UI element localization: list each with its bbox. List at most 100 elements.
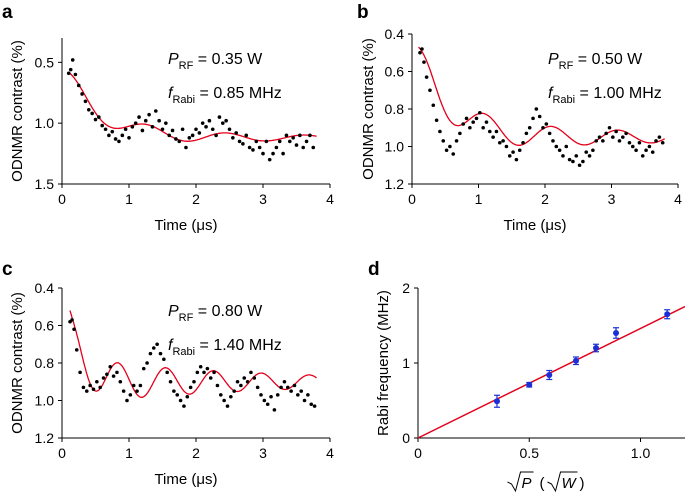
y-tick-label: 1.0	[35, 393, 55, 409]
x-tick-label: 2	[541, 191, 549, 207]
data-point	[593, 345, 599, 351]
data-point	[269, 394, 273, 399]
data-point	[279, 385, 283, 390]
data-point	[208, 376, 213, 380]
x-axis-label: P (W)	[507, 471, 585, 493]
data-point	[123, 127, 128, 132]
panel-label: d	[368, 259, 380, 280]
data-point	[454, 139, 459, 143]
data-point	[284, 133, 289, 138]
data-point	[227, 127, 232, 132]
x-tick-label: 1.0	[631, 445, 651, 461]
y-tick-label: 0.4	[385, 26, 405, 42]
data-point	[311, 145, 316, 150]
data-point	[254, 139, 259, 144]
data-point	[497, 140, 502, 145]
data-point	[292, 383, 297, 388]
panel-d: d 0 0.5 1.0 0 1 2 Rabi frequency (MHz) P (W)	[368, 259, 685, 493]
y-tick-label: 0.8	[385, 101, 405, 117]
data-point	[180, 127, 185, 132]
data-point	[110, 129, 115, 134]
x-label-paren-open: (	[540, 475, 545, 492]
data-point	[188, 385, 193, 390]
x-tick-label: 0	[414, 445, 422, 461]
data-point	[84, 389, 89, 393]
data-point	[491, 135, 495, 139]
data-point	[304, 139, 309, 144]
data-point	[158, 351, 163, 356]
y-axis-label: ODNMR contrast (%)	[9, 292, 26, 434]
data-point	[81, 385, 86, 390]
data-point	[187, 135, 192, 140]
data-point	[177, 139, 182, 144]
data-point	[591, 148, 595, 153]
data-point	[587, 154, 592, 158]
data-point	[182, 404, 186, 408]
data-point	[170, 128, 175, 133]
data-point	[224, 118, 228, 123]
data-point	[298, 133, 302, 138]
data-point	[561, 154, 565, 158]
fit-line	[417, 305, 685, 439]
data-point	[265, 402, 270, 407]
data-point	[478, 110, 482, 115]
data-point	[438, 129, 442, 134]
data-point	[68, 67, 73, 72]
data-point	[640, 154, 645, 158]
data-point	[131, 383, 136, 388]
data-point	[261, 151, 265, 156]
x-tick-label: 0	[58, 445, 66, 461]
data-point	[255, 385, 260, 390]
data-point	[160, 127, 165, 132]
data-point	[474, 116, 479, 121]
data-point	[229, 394, 233, 399]
data-point	[275, 393, 280, 397]
data-point	[217, 115, 222, 119]
data-point	[162, 357, 166, 362]
data-point	[221, 121, 225, 125]
data-point	[195, 370, 200, 375]
data-point	[88, 383, 92, 388]
data-point	[288, 139, 292, 144]
data-point	[244, 133, 249, 138]
x-tick-label: 0.5	[520, 445, 540, 461]
data-point	[664, 311, 671, 318]
data-point	[70, 58, 75, 62]
data-point	[494, 129, 499, 134]
data-point	[531, 116, 535, 121]
data-point	[554, 144, 559, 149]
x-tick-label: 1	[125, 445, 133, 461]
data-point	[135, 389, 139, 393]
data-point	[422, 60, 426, 64]
data-point	[150, 125, 155, 129]
data-point	[448, 144, 452, 149]
data-point	[451, 152, 456, 156]
data-point	[231, 135, 235, 140]
data-point	[192, 379, 196, 384]
data-point	[145, 361, 149, 365]
y-tick-label: 0.8	[35, 355, 55, 371]
data-point	[272, 408, 277, 412]
data-point	[165, 370, 169, 375]
annotation-rabi: fRabi = 0.85 MHz	[168, 85, 282, 106]
data-point	[100, 123, 104, 128]
data-point	[155, 342, 159, 347]
data-point	[291, 135, 295, 140]
annotation-power: PRF = 0.80 W	[168, 303, 263, 324]
data-point	[164, 121, 168, 125]
data-point	[225, 404, 230, 408]
data-point	[420, 47, 424, 51]
x-axis-label: Time (μs)	[154, 471, 217, 488]
data-point	[517, 148, 522, 153]
data-point	[259, 393, 263, 397]
data-point	[418, 50, 422, 55]
y-tick-label: 1.2	[385, 176, 405, 192]
x-tick-label: 4	[326, 445, 334, 461]
data-point	[296, 393, 300, 397]
data-point	[601, 139, 605, 143]
data-point	[148, 351, 153, 356]
data-point	[70, 318, 74, 322]
data-point	[101, 376, 106, 380]
data-point	[544, 122, 549, 126]
y-tick-label: 0.6	[35, 318, 55, 334]
